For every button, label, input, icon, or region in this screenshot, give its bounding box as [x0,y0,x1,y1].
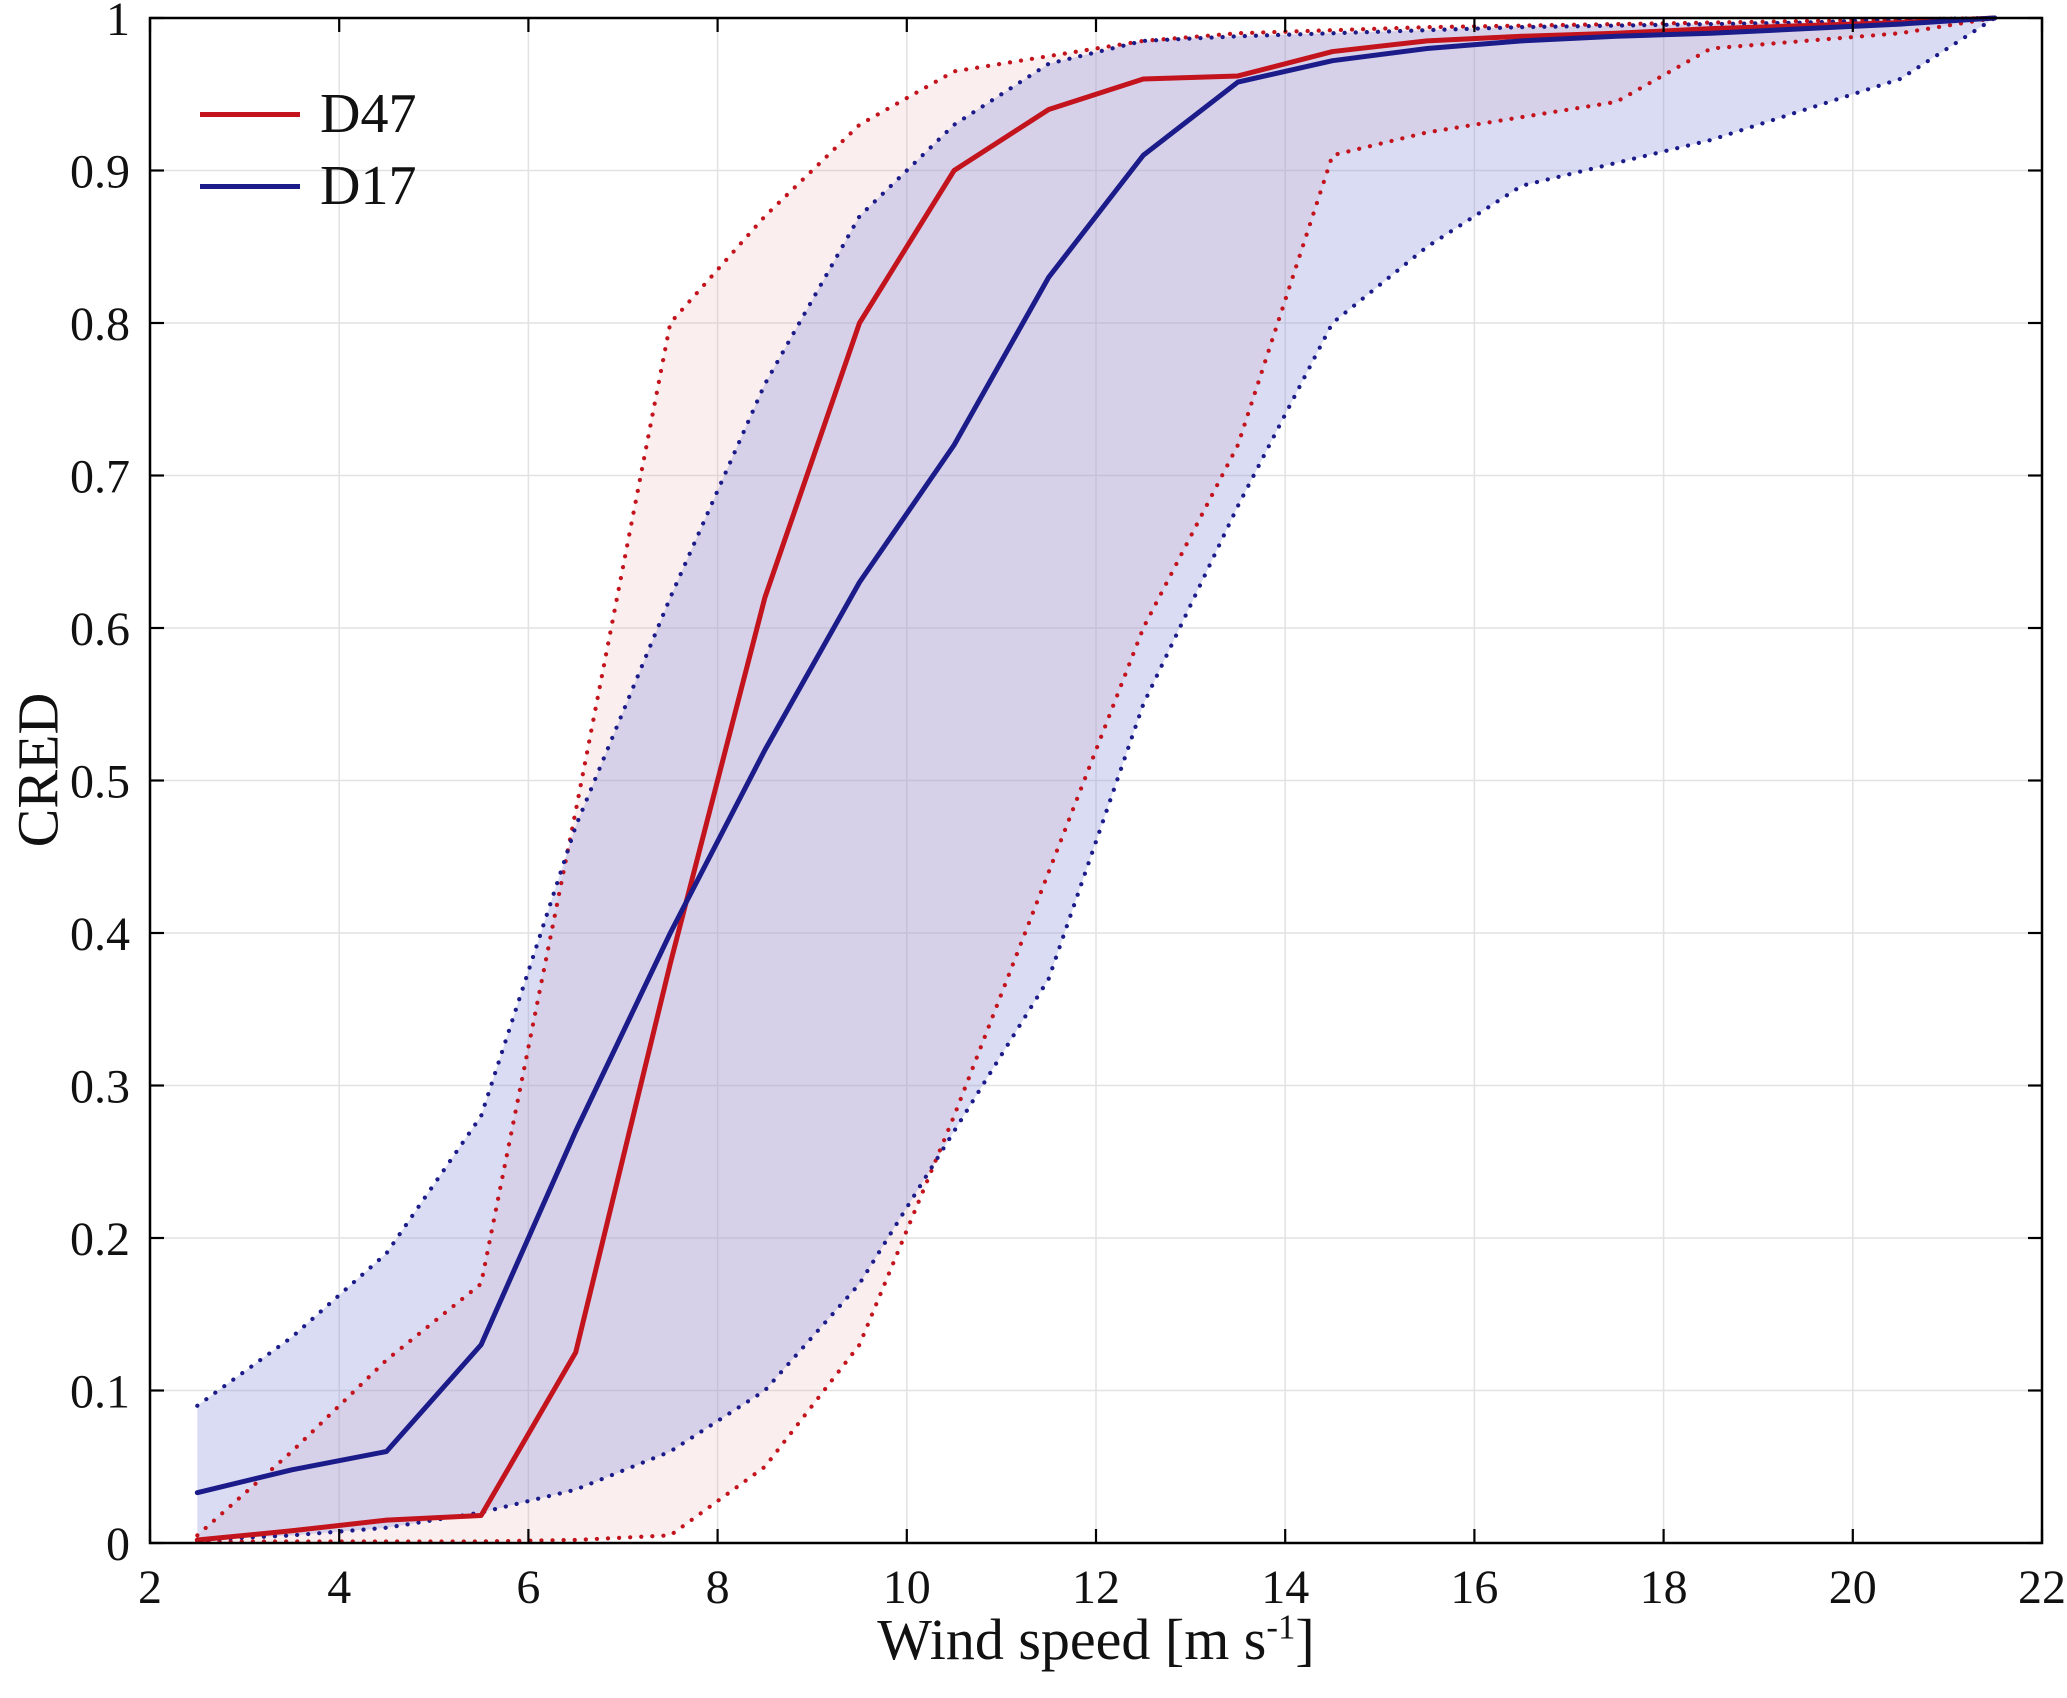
svg-text:0.5: 0.5 [70,756,130,809]
y-tick-labels: 0 0.1 0.2 0.3 0.4 0.5 0.6 0.7 0.8 0.9 1 [70,0,130,1571]
svg-text:0.1: 0.1 [70,1366,130,1419]
d47-line-swatch [200,111,300,117]
svg-text:14: 14 [1261,1561,1309,1614]
svg-text:6: 6 [516,1561,540,1614]
x-axis-label-superscript: -1 [1266,1607,1296,1647]
svg-text:0.8: 0.8 [70,298,130,351]
legend-item-d47: D47 [200,86,416,142]
svg-text:8: 8 [706,1561,730,1614]
d47-upper-bound-line [195,15,1997,1538]
x-axis-label-suffix: ] [1295,1607,1315,1672]
x-axis-label-text: Wind speed [m s [877,1607,1267,1672]
y-axis-label: CRED [5,692,71,848]
legend-label-d47: D47 [320,83,417,145]
d47-uncertainty-band [197,18,1995,1542]
d17-uncertainty-band [197,18,1995,1540]
svg-text:0: 0 [106,1518,130,1571]
svg-text:0.3: 0.3 [70,1061,130,1114]
svg-text:0.7: 0.7 [70,451,130,504]
svg-text:20: 20 [1829,1561,1877,1614]
d47-lower-bound-line [195,15,1997,1544]
svg-text:1: 1 [106,0,130,46]
legend: D47 D17 [200,86,416,214]
svg-text:12: 12 [1072,1561,1120,1614]
d17-line-swatch [200,183,300,189]
svg-text:4: 4 [327,1561,351,1614]
svg-text:0.4: 0.4 [70,908,130,961]
x-axis-label: Wind speed [m s-1] [150,1606,2042,1673]
svg-text:10: 10 [883,1561,931,1614]
svg-text:18: 18 [1640,1561,1688,1614]
d17-median-line [194,15,1998,1496]
svg-text:0.6: 0.6 [70,603,130,656]
axis-ticks [148,16,2044,1545]
legend-label-d17: D17 [320,155,417,217]
d47-median-line [194,15,1998,1543]
legend-item-d17: D17 [200,158,416,214]
x-tick-labels: 2 4 6 8 10 12 14 16 18 20 22 [138,1561,2066,1614]
svg-text:2: 2 [138,1561,162,1614]
svg-text:16: 16 [1450,1561,1498,1614]
svg-text:0.9: 0.9 [70,146,130,199]
svg-text:0.2: 0.2 [70,1213,130,1266]
svg-text:22: 22 [2018,1561,2066,1614]
d17-lower-bound-line [195,15,1997,1543]
